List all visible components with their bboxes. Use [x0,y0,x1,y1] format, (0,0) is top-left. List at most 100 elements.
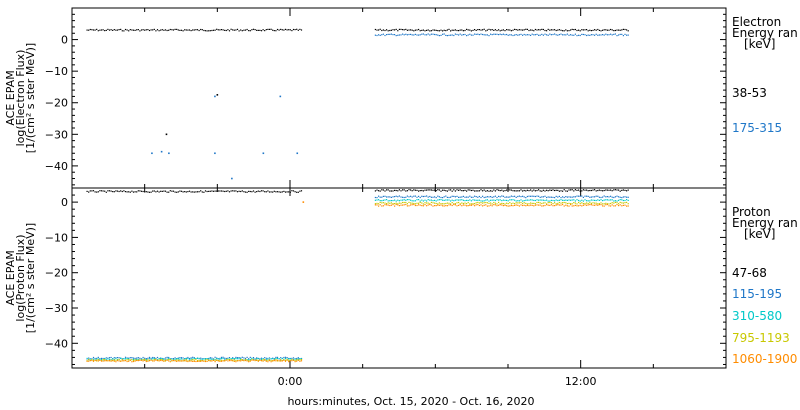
proton-data-point [525,199,527,201]
proton-data-point [595,204,597,206]
proton-data-point [240,190,242,193]
proton-data-point [554,189,556,192]
proton-data-point [582,196,584,198]
proton-data-point [192,359,194,361]
proton-data-point [168,191,170,193]
proton-data-point [185,358,187,360]
electron-data-point [597,34,599,36]
electron-data-point [94,29,96,31]
electron-data-point [570,29,572,31]
proton-data-point [526,203,528,205]
proton-series-1060-1900-segment [374,203,629,207]
electron-data-point [486,29,488,31]
electron-data-point [517,34,519,36]
proton-data-point [446,190,448,192]
proton-data-point [88,191,90,193]
electron-outlier-point [151,152,153,155]
electron-data-point [107,28,109,30]
proton-data-point [232,357,234,359]
electron-data-point [523,29,525,31]
electron-data-point [605,33,607,35]
proton-data-point [570,203,572,205]
electron-data-point [206,30,208,32]
proton-data-point [104,360,106,362]
proton-data-point [614,196,616,198]
electron-data-point [536,33,538,35]
proton-data-point [171,359,173,361]
proton-data-point [300,359,303,361]
proton-data-point [161,358,163,361]
proton-data-point [129,359,131,361]
electron-data-point [280,28,282,30]
proton-data-point [424,199,426,201]
electron-data-point [464,33,466,36]
proton-data-point [232,190,234,192]
proton-data-point [523,196,525,198]
proton-data-point [453,203,455,206]
electron-data-point [483,34,485,36]
proton-ytick-label: −10 [45,231,68,244]
proton-data-point [590,204,592,206]
proton-data-point [402,201,404,204]
proton-data-point [506,196,508,198]
electron-outlier-point [262,152,265,155]
proton-data-point [240,360,242,362]
electron-data-point [392,34,394,36]
proton-data-point [597,195,599,197]
proton-data-point [458,189,460,191]
proton-data-point [382,195,384,197]
proton-data-point [257,190,259,192]
proton-data-point [134,359,136,361]
proton-data-point [539,202,541,204]
proton-data-point [528,190,530,192]
proton-data-point [299,358,301,360]
electron-data-point [462,30,464,32]
proton-data-point [256,358,258,360]
proton-data-point [390,202,392,204]
proton-data-point [464,196,466,198]
electron-data-point [560,33,562,35]
proton-data-point [419,200,421,202]
proton-data-point [526,199,528,201]
electron-data-point [510,34,512,36]
electron-data-point [105,29,107,31]
electron-data-point [610,33,612,35]
proton-data-point [453,203,455,205]
proton-data-point [268,191,271,193]
proton-data-point [405,196,407,198]
proton-data-point [466,205,468,207]
proton-data-point [140,358,143,360]
proton-data-point [394,189,396,191]
electron-data-point [389,33,391,35]
proton-data-point [435,202,437,205]
proton-data-point [470,196,472,198]
proton-data-point [504,196,506,198]
proton-data-point [534,203,536,205]
proton-data-point [462,195,464,197]
proton-data-point [491,190,493,192]
proton-data-point [92,359,95,361]
electron-data-point [592,34,594,36]
proton-data-point [416,196,418,198]
proton-data-point [446,196,448,198]
electron-data-point [442,30,444,32]
proton-data-point [158,359,160,361]
electron-data-point [438,30,440,32]
proton-data-point [459,204,461,206]
proton-data-point [603,195,605,197]
electron-data-point [116,29,119,31]
proton-data-point [260,358,263,360]
proton-data-point [246,191,248,193]
electron-data-point [278,29,280,31]
proton-data-point [422,200,424,202]
proton-data-point [475,199,477,201]
electron-data-point [514,34,516,36]
proton-data-point [562,202,564,204]
electron-data-point [571,34,573,36]
electron-data-point [522,34,524,36]
electron-data-point [397,34,399,36]
proton-data-point [518,202,520,204]
proton-data-point [477,190,479,192]
electron-data-point [602,29,604,31]
proton-data-point [594,204,596,206]
